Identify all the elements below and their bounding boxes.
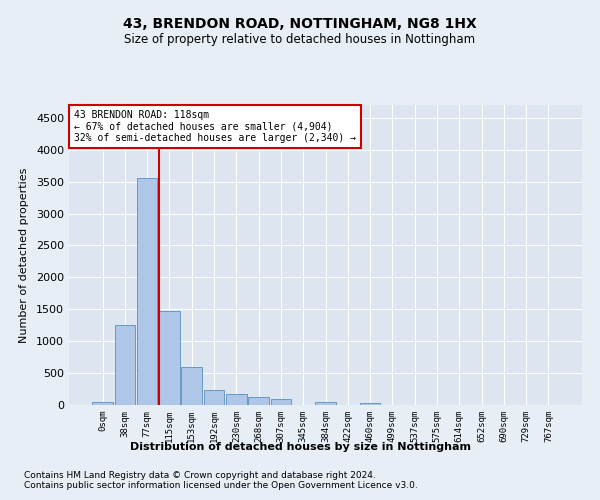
Bar bbox=[181, 368, 202, 405]
Bar bbox=[115, 325, 135, 405]
Text: 43, BRENDON ROAD, NOTTINGHAM, NG8 1HX: 43, BRENDON ROAD, NOTTINGHAM, NG8 1HX bbox=[123, 18, 477, 32]
Bar bbox=[315, 402, 336, 405]
Text: Size of property relative to detached houses in Nottingham: Size of property relative to detached ho… bbox=[124, 32, 476, 46]
Text: Distribution of detached houses by size in Nottingham: Distribution of detached houses by size … bbox=[130, 442, 470, 452]
Text: 43 BRENDON ROAD: 118sqm
← 67% of detached houses are smaller (4,904)
32% of semi: 43 BRENDON ROAD: 118sqm ← 67% of detache… bbox=[74, 110, 356, 142]
Text: Contains public sector information licensed under the Open Government Licence v3: Contains public sector information licen… bbox=[24, 482, 418, 490]
Bar bbox=[92, 402, 113, 405]
Bar bbox=[271, 400, 291, 405]
Text: Contains HM Land Registry data © Crown copyright and database right 2024.: Contains HM Land Registry data © Crown c… bbox=[24, 472, 376, 480]
Bar bbox=[360, 403, 380, 405]
Y-axis label: Number of detached properties: Number of detached properties bbox=[19, 168, 29, 342]
Bar bbox=[248, 398, 269, 405]
Bar bbox=[204, 390, 224, 405]
Bar bbox=[226, 394, 247, 405]
Bar bbox=[137, 178, 157, 405]
Bar bbox=[159, 310, 180, 405]
